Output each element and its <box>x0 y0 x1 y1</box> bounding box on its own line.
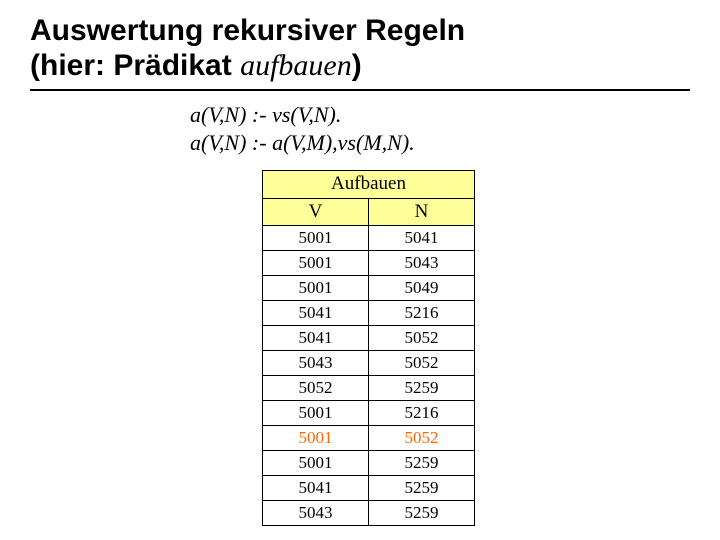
table-cell: 5052 <box>369 426 475 451</box>
table-cell: 5052 <box>369 326 475 351</box>
table-cell: 5001 <box>263 401 369 426</box>
table-row: 50015259 <box>263 451 475 476</box>
table-cell: 5043 <box>263 351 369 376</box>
table-row: 50415216 <box>263 301 475 326</box>
table-row: 50015216 <box>263 401 475 426</box>
table-cell: 5049 <box>369 276 475 301</box>
table-row: 50415052 <box>263 326 475 351</box>
table-cell: 5001 <box>263 226 369 251</box>
rule-line-2: a(V,N) :- a(V,M),vs(M,N). <box>190 129 690 157</box>
column-header-v: V <box>263 199 369 226</box>
table-cell: 5216 <box>369 301 475 326</box>
table-row: 50435259 <box>263 501 475 526</box>
title-line2-suffix: ) <box>352 49 362 82</box>
table-row: 50525259 <box>263 376 475 401</box>
table-cell: 5041 <box>263 301 369 326</box>
column-header-n: N <box>369 199 475 226</box>
table-cell: 5041 <box>263 326 369 351</box>
table-cell: 5041 <box>369 226 475 251</box>
title-line2-prefix: (hier: Prädikat <box>30 49 240 82</box>
table-cell: 5216 <box>369 401 475 426</box>
table-cell: 5043 <box>263 501 369 526</box>
rule-block: a(V,N) :- vs(V,N). a(V,N) :- a(V,M),vs(M… <box>190 101 690 156</box>
table-body: 5001504150015043500150495041521650415052… <box>263 226 475 526</box>
table-row: 50015043 <box>263 251 475 276</box>
table-cell: 5001 <box>263 451 369 476</box>
table-cell: 5259 <box>369 451 475 476</box>
table-cell: 5052 <box>263 376 369 401</box>
table-cell: 5001 <box>263 251 369 276</box>
table-row: 50015052 <box>263 426 475 451</box>
table-row: 50435052 <box>263 351 475 376</box>
table-cell: 5043 <box>369 251 475 276</box>
table-cell: 5259 <box>369 501 475 526</box>
table-cell: 5259 <box>369 376 475 401</box>
table-header-row: V N <box>263 199 475 226</box>
table-cell: 5001 <box>263 426 369 451</box>
rule-line-1: a(V,N) :- vs(V,N). <box>190 101 690 129</box>
table-caption: Aufbauen <box>263 171 475 199</box>
title-line2-italic: aufbauen <box>240 49 352 82</box>
table-row: 50015049 <box>263 276 475 301</box>
table-row: 50415259 <box>263 476 475 501</box>
title-line1: Auswertung rekursiver Regeln <box>30 14 465 47</box>
aufbauen-table: Aufbauen V N 500150415001504350015049504… <box>262 170 475 526</box>
table-cell: 5001 <box>263 276 369 301</box>
table-container: Aufbauen V N 500150415001504350015049504… <box>262 170 690 526</box>
table-cell: 5052 <box>369 351 475 376</box>
table-cell: 5041 <box>263 476 369 501</box>
slide-title: Auswertung rekursiver Regeln (hier: Präd… <box>30 14 690 91</box>
table-cell: 5259 <box>369 476 475 501</box>
table-row: 50015041 <box>263 226 475 251</box>
